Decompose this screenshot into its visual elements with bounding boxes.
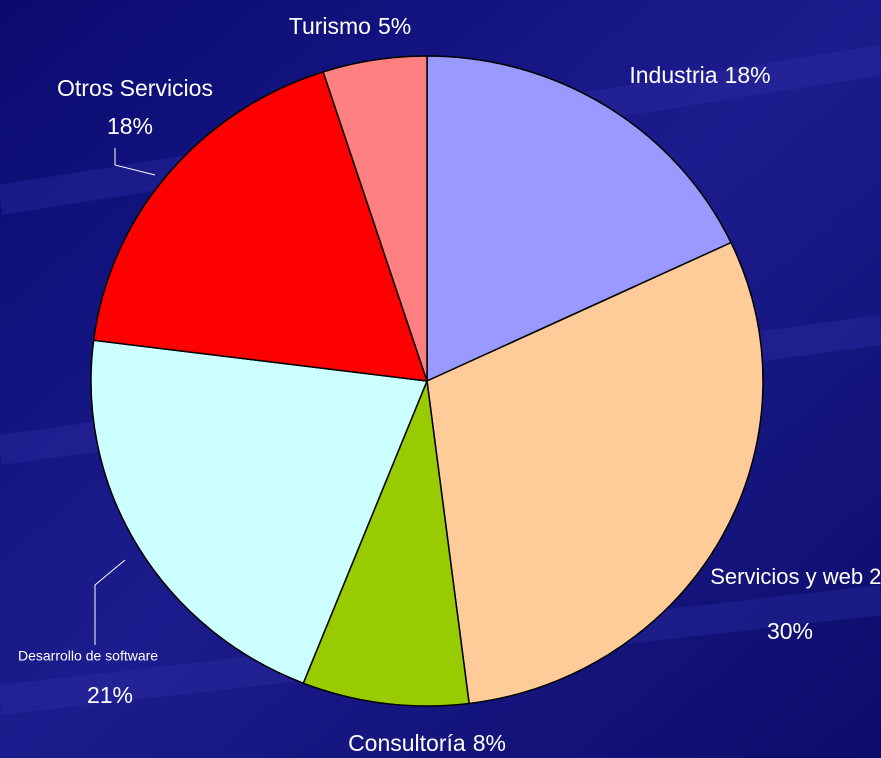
category-label: Consultoría [348,730,466,756]
pie-slice [302,378,470,707]
category-label: Otros Servicios [57,75,213,101]
pie-slice [426,241,764,705]
pie [90,55,764,707]
slice-label: Industria 18% [629,62,770,88]
value-label: 18% [107,113,153,139]
pie-slice [90,339,429,685]
value-label: 18% [725,62,771,88]
value-label: 21% [87,682,133,708]
pie-slice [92,70,429,382]
value-label: 8% [473,730,506,756]
slice-label: Turismo 5% [289,13,411,39]
category-label: Servicios y web 2.0 [710,564,881,589]
labels: Industria 18% Servicios y web 2.0 30% Consul… [18,13,881,756]
slice-label: Consultoría 8% [348,730,506,756]
category-label: Industria [629,62,717,88]
pie-slice [322,55,428,382]
category-label: Turismo [289,13,371,39]
value-label: 30% [767,618,813,644]
pie-slice [426,55,733,383]
category-label: Desarrollo de software [18,648,158,664]
value-label: 5% [378,13,411,39]
leader-lines [94,148,156,645]
